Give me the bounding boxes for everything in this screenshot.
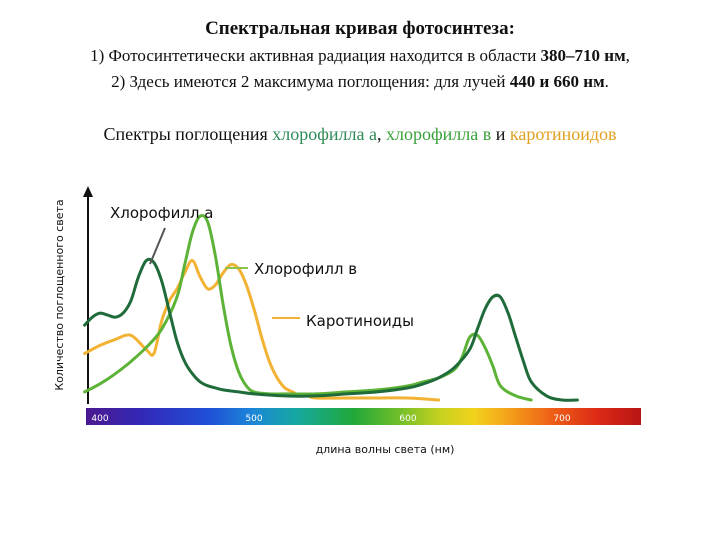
x-tick-label-500: 500 <box>245 414 262 424</box>
par-range-value: 380–710 нм <box>540 46 626 65</box>
line1-prefix: 1) Фотосинтетически активная радиация на… <box>90 46 541 65</box>
subtitle-separator-2: и <box>491 124 510 144</box>
absorption-maxima-line: 2) Здесь имеются 2 максимума поглощения:… <box>0 72 720 92</box>
annotation-label-chlorophyll-a: Хлорофилл а <box>110 204 213 222</box>
subtitle-carotenoids: каротиноидов <box>509 124 617 144</box>
subtitle-chlorophyll-a: хлорофилла а <box>272 124 377 144</box>
y-axis-arrow <box>83 186 93 197</box>
absorption-maxima-values: 440 и 660 нм <box>509 72 605 91</box>
spectrum-bar <box>86 408 641 425</box>
y-axis-label: Количество поглощенного света <box>53 199 66 390</box>
x-axis-label: длина волны света (нм) <box>316 443 455 456</box>
line1-suffix: , <box>625 46 630 65</box>
x-tick-label-600: 600 <box>399 414 416 424</box>
chart-subtitle: Спектры поглощения хлорофилла а, хлорофи… <box>0 124 720 145</box>
series-line-chlorophyll-a <box>83 257 579 402</box>
series-line-chlorophyll-b <box>83 213 533 402</box>
line2-suffix: . <box>604 72 609 91</box>
subtitle-prefix: Спектры поглощения <box>103 124 273 144</box>
chart-axes <box>83 186 641 425</box>
line2-prefix: 2) Здесь имеются 2 максимума поглощения:… <box>111 72 510 91</box>
x-tick-label-700: 700 <box>553 414 570 424</box>
annotation-label-carotenoids: Каротиноиды <box>306 312 414 330</box>
subtitle-separator-1: , <box>377 124 386 144</box>
par-range-line: 1) Фотосинтетически активная радиация на… <box>0 46 720 66</box>
subtitle-chlorophyll-b: хлорофилла в <box>386 124 492 144</box>
x-tick-label-400: 400 <box>91 414 108 424</box>
page-title: Спектральная кривая фотосинтеза: <box>205 18 515 39</box>
annotation-leader-chlorophyll-a <box>149 227 166 265</box>
annotation-label-chlorophyll-b: Хлорофилл в <box>254 260 357 278</box>
